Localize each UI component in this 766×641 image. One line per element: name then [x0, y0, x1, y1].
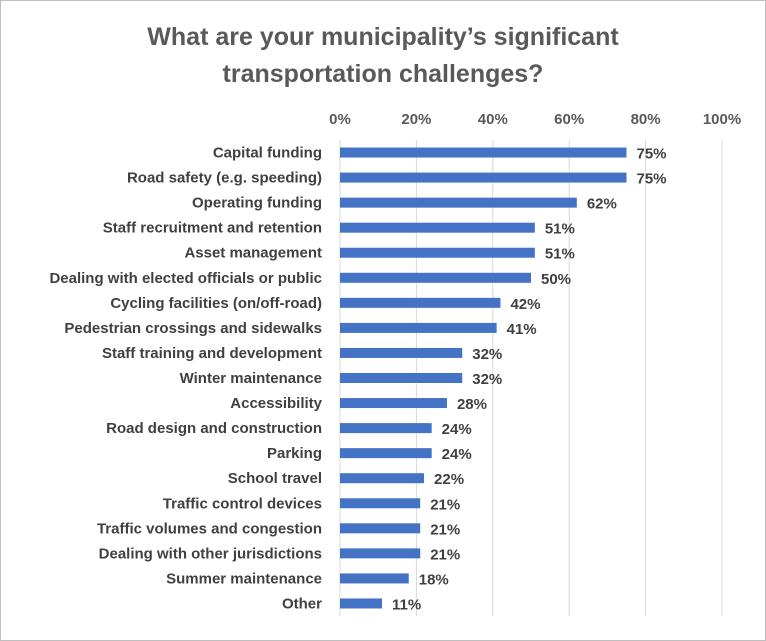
category-label: Cycling facilities (on/off-road)	[110, 295, 322, 312]
category-label: Winter maintenance	[180, 370, 322, 387]
category-label: Pedestrian crossings and sidewalks	[64, 320, 322, 337]
data-label: 18%	[419, 571, 449, 588]
data-label: 51%	[545, 221, 575, 238]
data-labels: 75% 75% 62% 51% 51% 50%42% 41% 32% 32% 28% 24% 24% 2…	[392, 146, 667, 614]
category-label: School travel	[228, 470, 322, 487]
data-label: 50%	[541, 271, 571, 288]
x-tick-label: 0%	[329, 111, 351, 128]
category-label: Accessibility	[230, 395, 322, 412]
bar	[340, 398, 447, 409]
data-label: 24%	[442, 421, 472, 438]
x-axis-ticks: 0% 20% 40% 60% 80% 100%	[329, 111, 741, 128]
category-labels: Capital funding Road safety (e.g. speedin…	[49, 145, 322, 613]
bar	[340, 573, 409, 584]
data-label: 22%	[434, 471, 464, 488]
data-label: 41%	[507, 321, 537, 338]
data-label: 32%	[472, 371, 502, 388]
x-tick-label: 20%	[401, 111, 431, 128]
chart-title-line-2: transportation challenges?	[223, 60, 544, 88]
data-label: 11%	[392, 596, 421, 613]
category-label: Other	[282, 595, 322, 612]
category-label: Dealing with other jurisdictions	[99, 545, 322, 562]
bar	[340, 548, 421, 559]
bar	[340, 172, 627, 183]
bar	[340, 598, 383, 609]
category-label: Traffic control devices	[163, 495, 322, 512]
bar	[340, 147, 627, 158]
x-tick-label: 100%	[703, 111, 741, 128]
data-label: 32%	[472, 346, 502, 363]
data-label: 24%	[442, 446, 472, 463]
chart-title-line-1: What are your municipality’s significant	[147, 23, 619, 51]
x-tick-label: 60%	[554, 111, 584, 128]
bar	[340, 247, 535, 258]
data-label: 42%	[510, 296, 540, 313]
bar	[340, 523, 421, 534]
category-label: Road safety (e.g. speeding)	[127, 170, 322, 187]
category-label: Operating funding	[192, 195, 322, 212]
data-label: 28%	[457, 396, 487, 413]
x-tick-label: 80%	[631, 111, 661, 128]
category-label: Parking	[267, 445, 322, 462]
bar	[340, 498, 421, 509]
data-label: 51%	[545, 246, 575, 263]
data-label: 21%	[430, 496, 460, 513]
category-label: Staff recruitment and retention	[103, 220, 322, 237]
category-label: Staff training and development	[102, 345, 322, 362]
bar	[340, 272, 531, 283]
bar	[340, 297, 501, 308]
category-label: Road design and construction	[106, 420, 322, 437]
data-label: 62%	[587, 196, 617, 213]
gridlines	[339, 140, 723, 616]
category-label: Dealing with elected officials or public	[49, 270, 322, 287]
category-label: Traffic volumes and congestion	[97, 520, 322, 537]
bar	[340, 347, 463, 358]
data-label: 21%	[430, 521, 460, 538]
category-label: Summer maintenance	[166, 570, 322, 587]
data-label: 75%	[637, 171, 667, 188]
bar	[340, 423, 432, 434]
data-label: 21%	[430, 546, 460, 563]
category-label: Asset management	[184, 245, 322, 262]
x-tick-label: 40%	[478, 111, 508, 128]
bar	[340, 322, 497, 333]
bars	[340, 147, 627, 609]
bar	[340, 473, 425, 484]
bar	[340, 197, 577, 208]
bar	[340, 373, 463, 383]
category-label: Capital funding	[213, 145, 322, 162]
data-label: 75%	[637, 146, 667, 163]
bar	[340, 222, 535, 233]
bar	[340, 448, 432, 459]
